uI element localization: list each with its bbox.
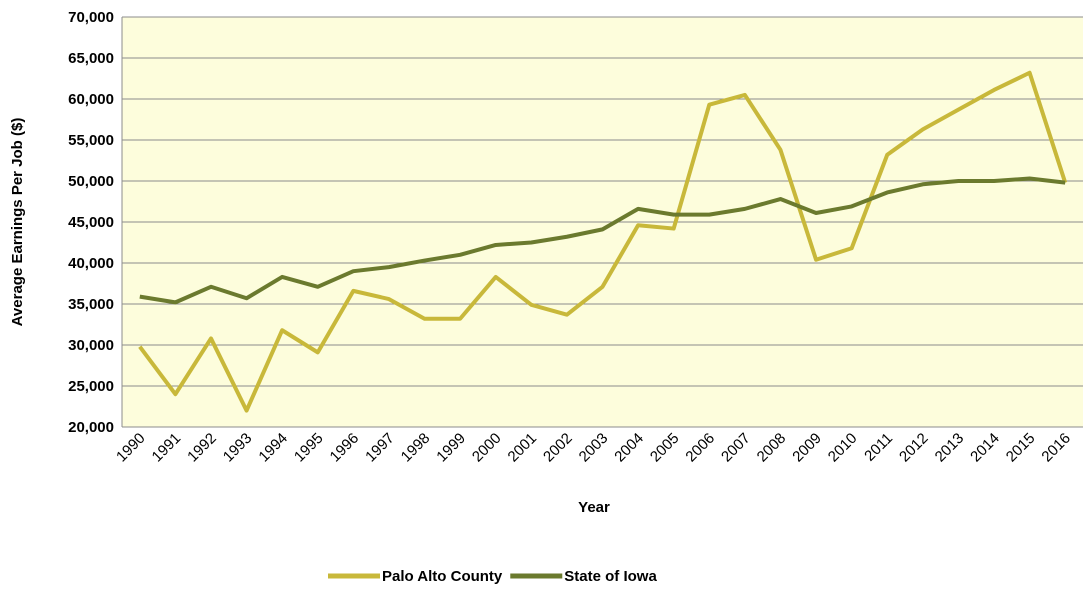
y-tick-label: 40,000 — [68, 255, 114, 272]
y-tick-label: 60,000 — [68, 91, 114, 108]
x-tick-label: 2008 — [754, 430, 790, 466]
y-tick-label: 20,000 — [68, 419, 114, 436]
x-tick-label: 1992 — [184, 430, 220, 466]
y-tick-label: 55,000 — [68, 132, 114, 149]
x-tick-label: 2005 — [647, 430, 683, 466]
y-axis-label: Average Earnings Per Job ($) — [9, 118, 26, 327]
x-tick-label: 1999 — [433, 430, 469, 466]
x-tick-label: 2014 — [967, 430, 1003, 466]
y-tick-label: 25,000 — [68, 378, 114, 395]
x-tick-label: 2003 — [576, 430, 612, 466]
x-tick-label: 1991 — [149, 430, 185, 466]
x-tick-label: 2010 — [825, 430, 861, 466]
y-tick-label: 45,000 — [68, 214, 114, 231]
x-tick-label: 2009 — [789, 430, 825, 466]
x-axis-label: Year — [578, 499, 610, 516]
y-tick-label: 70,000 — [68, 9, 114, 26]
x-tick-label: 1998 — [398, 430, 434, 466]
legend-label: Palo Alto County — [382, 568, 503, 585]
x-tick-label: 2001 — [505, 430, 541, 466]
x-tick-label: 2004 — [611, 430, 647, 466]
x-tick-label: 1997 — [362, 430, 398, 466]
x-tick-label: 2011 — [861, 430, 896, 465]
x-tick-label: 1990 — [113, 430, 149, 466]
y-tick-label: 30,000 — [68, 337, 114, 354]
y-tick-label: 50,000 — [68, 173, 114, 190]
legend-label: State of Iowa — [564, 568, 657, 585]
x-tick-label: 2015 — [1003, 430, 1039, 466]
y-tick-label: 65,000 — [68, 50, 114, 67]
line-series — [139, 176, 1066, 305]
x-tick-label: 2007 — [718, 430, 754, 466]
x-tick-label: 2000 — [469, 430, 505, 466]
x-tick-label: 2012 — [896, 430, 932, 466]
x-tick-label: 1994 — [255, 430, 291, 466]
line-series — [138, 70, 1068, 413]
x-tick-label: 1995 — [291, 430, 327, 466]
x-tick-label: 1993 — [220, 430, 256, 466]
x-tick-label: 2002 — [540, 430, 576, 466]
x-tick-label: 1996 — [327, 430, 363, 466]
x-tick-label: 2006 — [682, 430, 718, 466]
y-tick-label: 35,000 — [68, 296, 114, 313]
x-tick-label: 2016 — [1038, 430, 1074, 466]
x-tick-label: 2013 — [932, 430, 968, 466]
